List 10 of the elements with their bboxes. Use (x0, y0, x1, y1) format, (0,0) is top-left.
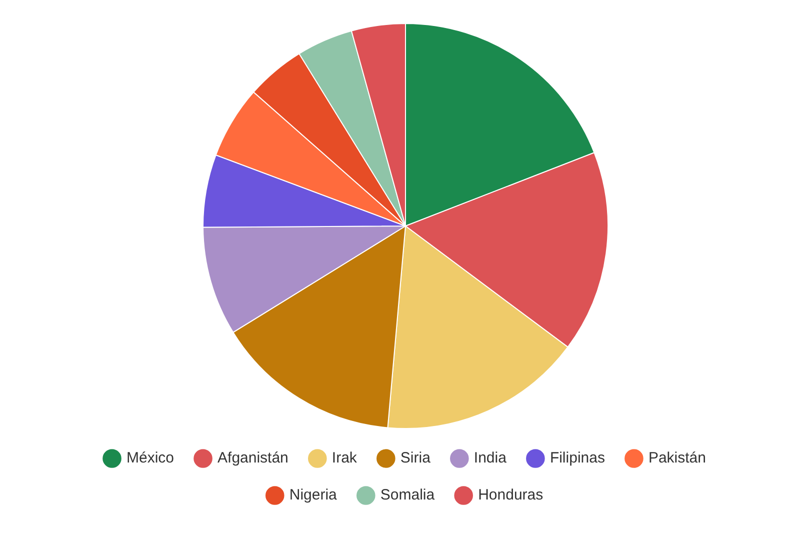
legend-label: Honduras (478, 486, 544, 504)
legend-label: México (126, 450, 174, 467)
legend-label: India (474, 450, 508, 467)
legend-label: Pakistán (648, 450, 706, 467)
legend-label: Somalia (380, 486, 436, 504)
legend-label: Nigeria (289, 486, 338, 504)
legend-label: Afganistán (218, 450, 288, 467)
legend-label: Irak (332, 450, 358, 467)
legend-label: Filipinas (550, 450, 605, 467)
legend-label: Siria (400, 450, 432, 467)
